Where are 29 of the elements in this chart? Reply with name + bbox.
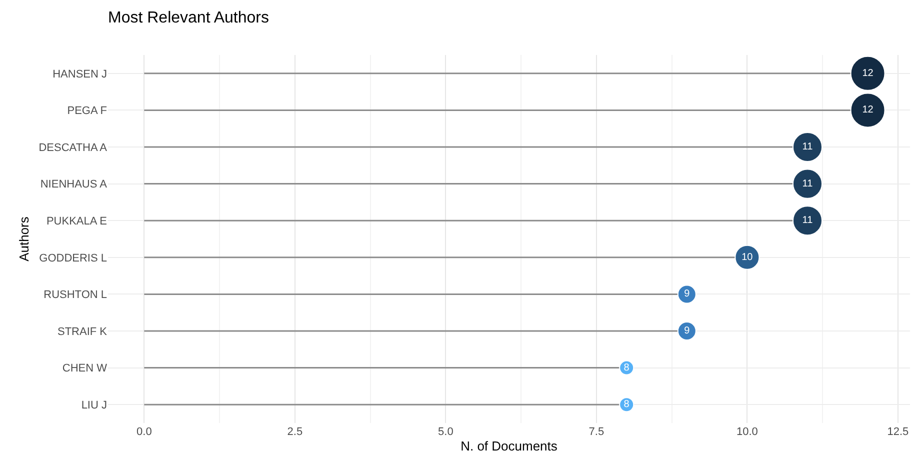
y-tick-label: HANSEN J [52,68,107,80]
y-tick-label: LIU J [81,399,107,412]
y-tick-label: STRAIF K [57,326,108,338]
x-tick-label: 10.0 [736,426,758,438]
y-tick-label: PUKKALA E [46,215,107,228]
data-label: 8 [624,399,630,410]
data-label: 11 [802,215,814,226]
data-label: 12 [862,68,874,79]
y-tick-label: PEGA F [67,105,108,118]
x-axis-title: N. of Documents [460,438,558,454]
y-tick-label: NIENHAUS A [40,178,108,191]
y-tick-label: RUSHTON L [44,289,107,302]
chart-title: Most Relevant Authors [108,10,269,27]
data-label: 10 [742,252,754,263]
y-tick-label: DESCATHA A [38,142,108,154]
data-label: 11 [802,142,814,152]
x-tick-label: 2.5 [287,426,303,438]
data-label: 9 [684,326,690,336]
x-tick-label: 7.5 [588,426,604,438]
y-tick-label: CHEN W [62,362,108,375]
x-tick-label: 12.5 [887,426,909,438]
data-label: 8 [624,362,630,374]
data-label: 9 [684,288,690,300]
x-tick-label: 5.0 [438,426,454,438]
data-label: 12 [862,104,874,116]
x-tick-label: 0.0 [136,426,152,438]
y-tick-label: GODDERIS L [39,252,107,264]
data-label: 11 [802,178,814,190]
y-axis-title: Authors [16,216,32,262]
